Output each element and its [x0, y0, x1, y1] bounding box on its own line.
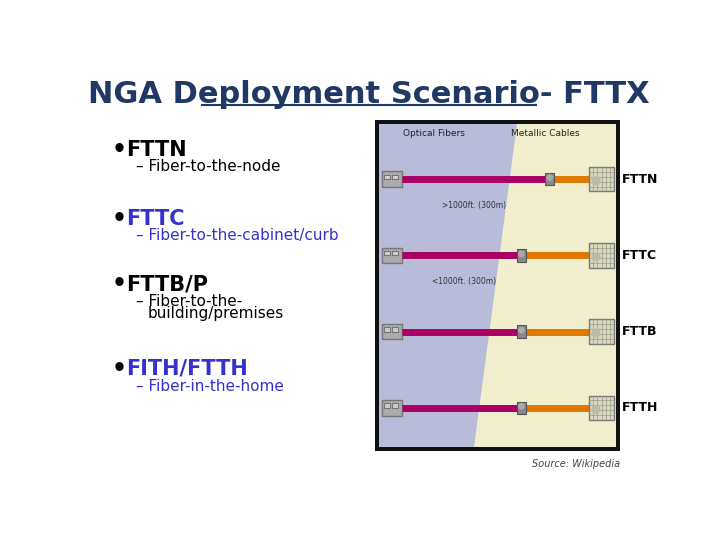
- Bar: [392, 174, 398, 179]
- Text: •: •: [112, 138, 127, 161]
- Bar: [589, 243, 614, 268]
- Text: FTTN: FTTN: [621, 173, 658, 186]
- Text: FTTC: FTTC: [126, 209, 184, 229]
- Text: <1000ft. (300m): <1000ft. (300m): [433, 277, 497, 286]
- Bar: [384, 327, 390, 332]
- Text: FTTC: FTTC: [621, 249, 657, 262]
- Text: Source: Wikipedia: Source: Wikipedia: [532, 458, 620, 469]
- Bar: [589, 167, 614, 192]
- Bar: [392, 251, 398, 255]
- Bar: [382, 248, 402, 263]
- Bar: [375, 120, 620, 451]
- Text: Metallic Cables: Metallic Cables: [510, 129, 580, 138]
- Circle shape: [592, 406, 600, 413]
- Bar: [392, 403, 398, 408]
- Text: FTTB: FTTB: [621, 325, 657, 338]
- Polygon shape: [474, 124, 616, 448]
- Bar: [382, 400, 402, 416]
- Circle shape: [518, 251, 524, 256]
- Text: >1000ft. (300m): >1000ft. (300m): [442, 200, 506, 210]
- Text: •: •: [112, 272, 127, 296]
- Bar: [384, 174, 390, 179]
- Circle shape: [547, 175, 552, 180]
- Bar: [379, 124, 616, 448]
- Bar: [382, 172, 402, 187]
- Text: Optical Fibers: Optical Fibers: [402, 129, 464, 138]
- Bar: [382, 324, 402, 339]
- Circle shape: [592, 329, 600, 337]
- Bar: [384, 251, 390, 255]
- Bar: [384, 403, 390, 408]
- Text: •: •: [112, 357, 127, 381]
- Bar: [517, 402, 526, 414]
- Text: FTTB/P: FTTB/P: [126, 274, 207, 294]
- Text: – Fiber-to-the-node: – Fiber-to-the-node: [137, 159, 281, 174]
- Circle shape: [518, 403, 524, 409]
- Circle shape: [592, 177, 600, 185]
- Bar: [589, 319, 614, 344]
- Text: •: •: [112, 207, 127, 231]
- Circle shape: [592, 253, 600, 261]
- Text: – Fiber-in-the-home: – Fiber-in-the-home: [137, 379, 284, 394]
- Bar: [517, 249, 526, 261]
- Text: NGA Deployment Scenario- FTTX: NGA Deployment Scenario- FTTX: [88, 79, 650, 109]
- Circle shape: [518, 327, 524, 333]
- Bar: [517, 326, 526, 338]
- Text: building/premises: building/premises: [148, 306, 284, 321]
- Text: FITH/FTTH: FITH/FTTH: [126, 359, 248, 379]
- Text: – Fiber-to-the-cabinet/curb: – Fiber-to-the-cabinet/curb: [137, 228, 339, 243]
- Text: FTTH: FTTH: [621, 401, 658, 414]
- Text: FTTN: FTTN: [126, 139, 186, 159]
- Text: – Fiber-to-the-: – Fiber-to-the-: [137, 294, 243, 309]
- Bar: [589, 395, 614, 420]
- Bar: [545, 173, 554, 185]
- Bar: [392, 327, 398, 332]
